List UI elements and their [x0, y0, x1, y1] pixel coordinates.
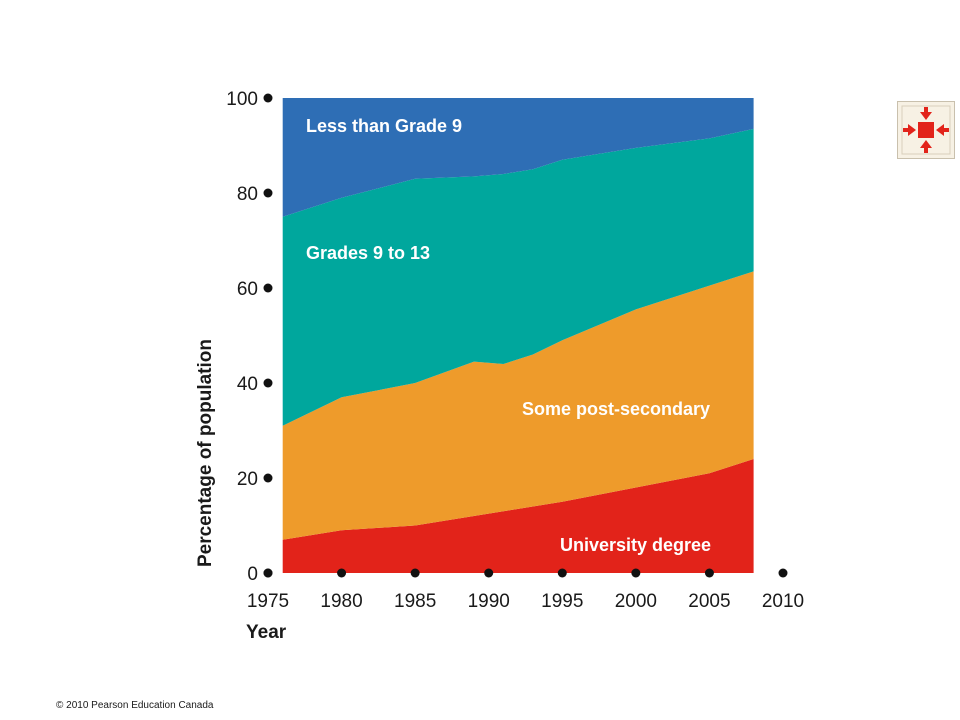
x-tick-dot	[778, 568, 788, 578]
area-series-2	[282, 128, 754, 426]
x-tick-label: 2010	[762, 591, 804, 612]
y-tick-label: 100	[226, 89, 258, 110]
y-tick-label: 80	[237, 184, 258, 205]
x-axis-title: Year	[246, 622, 287, 643]
y-tick-dot	[263, 378, 273, 388]
x-tick-label: 1985	[394, 591, 436, 612]
x-tick-dot	[410, 568, 420, 578]
area-series-3	[282, 98, 754, 217]
copyright-text: © 2010 Pearson Education Canada	[56, 700, 214, 711]
y-tick-label: 0	[247, 564, 258, 585]
y-tick-dot	[263, 93, 273, 103]
chart-areas	[282, 98, 754, 573]
y-tick-dot	[263, 473, 273, 483]
icon-frame	[901, 105, 951, 155]
x-tick-label: 1975	[247, 591, 289, 612]
y-tick-label: 40	[237, 374, 258, 395]
y-tick-label: 60	[237, 279, 258, 300]
x-tick-dot	[631, 568, 641, 578]
series-label-1: Some post-secondary	[522, 399, 710, 419]
x-tick-dot	[337, 568, 347, 578]
y-axis: 0 20 40 60 80 100	[226, 89, 273, 585]
series-label-0: University degree	[560, 535, 711, 555]
expand-nav-button[interactable]	[897, 101, 955, 159]
expand-arrows-icon	[901, 105, 951, 155]
icon-arrow-1	[920, 140, 932, 153]
x-tick-dot	[704, 568, 714, 578]
x-tick-label: 2005	[688, 591, 730, 612]
icon-arrow-3	[936, 124, 949, 136]
area-series-1	[282, 271, 754, 540]
icon-arrow-0	[920, 107, 932, 120]
x-tick-label: 1980	[320, 591, 362, 612]
icon-center	[918, 122, 934, 138]
series-label-3: Less than Grade 9	[306, 116, 462, 136]
x-tick-label: 1990	[468, 591, 510, 612]
x-tick-dot	[484, 568, 494, 578]
x-tick-dot	[263, 568, 273, 578]
series-label-2: Grades 9 to 13	[306, 243, 430, 263]
series-labels: University degree Some post-secondary Grad…	[306, 116, 711, 555]
y-axis-title: Percentage of population	[195, 339, 216, 567]
area-series-0	[282, 459, 754, 573]
x-tick-label: 1995	[541, 591, 583, 612]
icon-arrow-2	[903, 124, 916, 136]
y-tick-dot	[263, 188, 273, 198]
x-tick-label: 2000	[615, 591, 657, 612]
y-tick-dot	[263, 283, 273, 293]
x-axis: 1975 1980 1985 1990 1995 2000 2005 2010	[247, 568, 804, 612]
y-tick-label: 20	[237, 469, 258, 490]
x-tick-dot	[557, 568, 567, 578]
